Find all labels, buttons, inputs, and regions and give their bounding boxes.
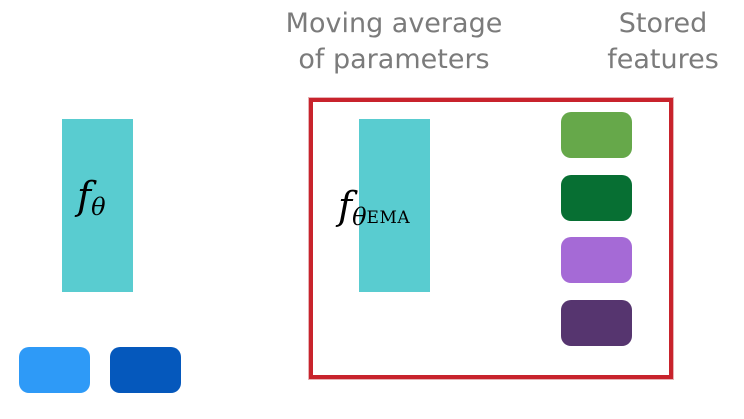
stored-feature-dark-green — [561, 175, 632, 221]
stored-feature-light-green — [561, 112, 632, 158]
moving-average-caption-line-1: Moving average — [285, 8, 503, 39]
stored-features-caption: Stored features — [596, 6, 730, 78]
ema-encoder-block — [359, 119, 430, 292]
stored-features-caption-line-2: features — [607, 44, 719, 75]
online-encoder-symbol: f — [77, 174, 92, 218]
moving-average-caption-line-2: of parameters — [298, 44, 490, 75]
batch-feature-light-blue — [19, 347, 90, 393]
ema-encoder-symbol: f — [338, 184, 353, 228]
ema-encoder-subsubscript: EMA — [366, 208, 411, 228]
moving-average-caption: Moving average of parameters — [278, 6, 510, 78]
batch-feature-dark-blue — [110, 347, 181, 393]
stored-feature-dark-purple — [561, 300, 632, 346]
ema-encoder-subscript: θ — [352, 203, 367, 231]
ema-encoder-label: fθEMA — [338, 184, 410, 240]
online-encoder-label: fθ — [77, 174, 106, 229]
stored-feature-light-purple — [561, 237, 632, 283]
online-encoder-block — [62, 119, 133, 292]
stored-features-caption-line-1: Stored — [618, 8, 708, 39]
online-encoder-subscript: θ — [91, 193, 106, 221]
memory-bank-box — [308, 97, 674, 380]
